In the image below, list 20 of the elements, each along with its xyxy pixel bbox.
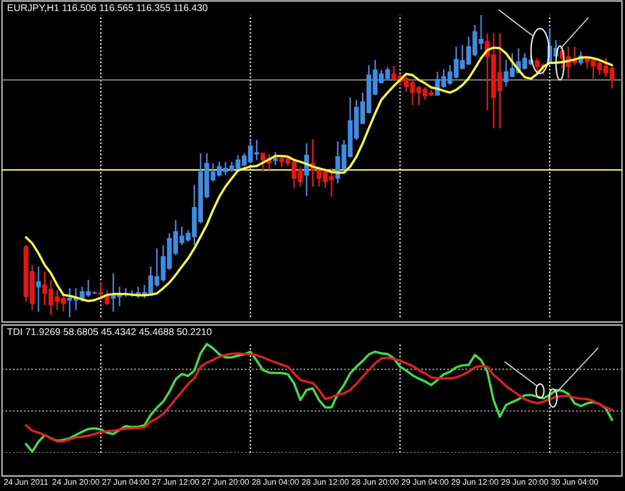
x-tick-label: 30 Jun 04:00 xyxy=(551,478,598,485)
x-tick-label: 29 Jun 04:00 xyxy=(402,478,448,485)
x-tick-label: 28 Jun 20:00 xyxy=(352,478,398,485)
x-tick-label: 27 Jun 12:00 xyxy=(152,478,199,485)
x-tick-label: 24 Jun 20:00 xyxy=(52,478,100,485)
candlestick xyxy=(36,266,41,312)
candlestick xyxy=(478,14,484,50)
x-tick-label: 27 Jun 20:00 xyxy=(202,478,249,485)
x-tick-label: 27 Jun 04:00 xyxy=(102,478,150,485)
x-tick-label: 29 Jun 12:00 xyxy=(452,478,498,485)
candlestick xyxy=(98,282,104,301)
chart-title: EURJPY,H1 116.506 116.565 116.355 116.430 xyxy=(8,4,208,12)
x-tick-label: 24 Jun 2011 xyxy=(4,478,48,485)
x-tick-label: 29 Jun 20:00 xyxy=(501,478,548,485)
chart-title: TDI 71.9269 58.6805 45.4342 45.4688 50.2210 xyxy=(7,328,212,336)
candlestick xyxy=(273,151,278,166)
x-tick-label: 28 Jun 04:00 xyxy=(252,478,299,485)
x-tick-label: 28 Jun 12:00 xyxy=(302,478,349,485)
candlestick xyxy=(104,289,110,306)
candlestick xyxy=(304,142,309,197)
